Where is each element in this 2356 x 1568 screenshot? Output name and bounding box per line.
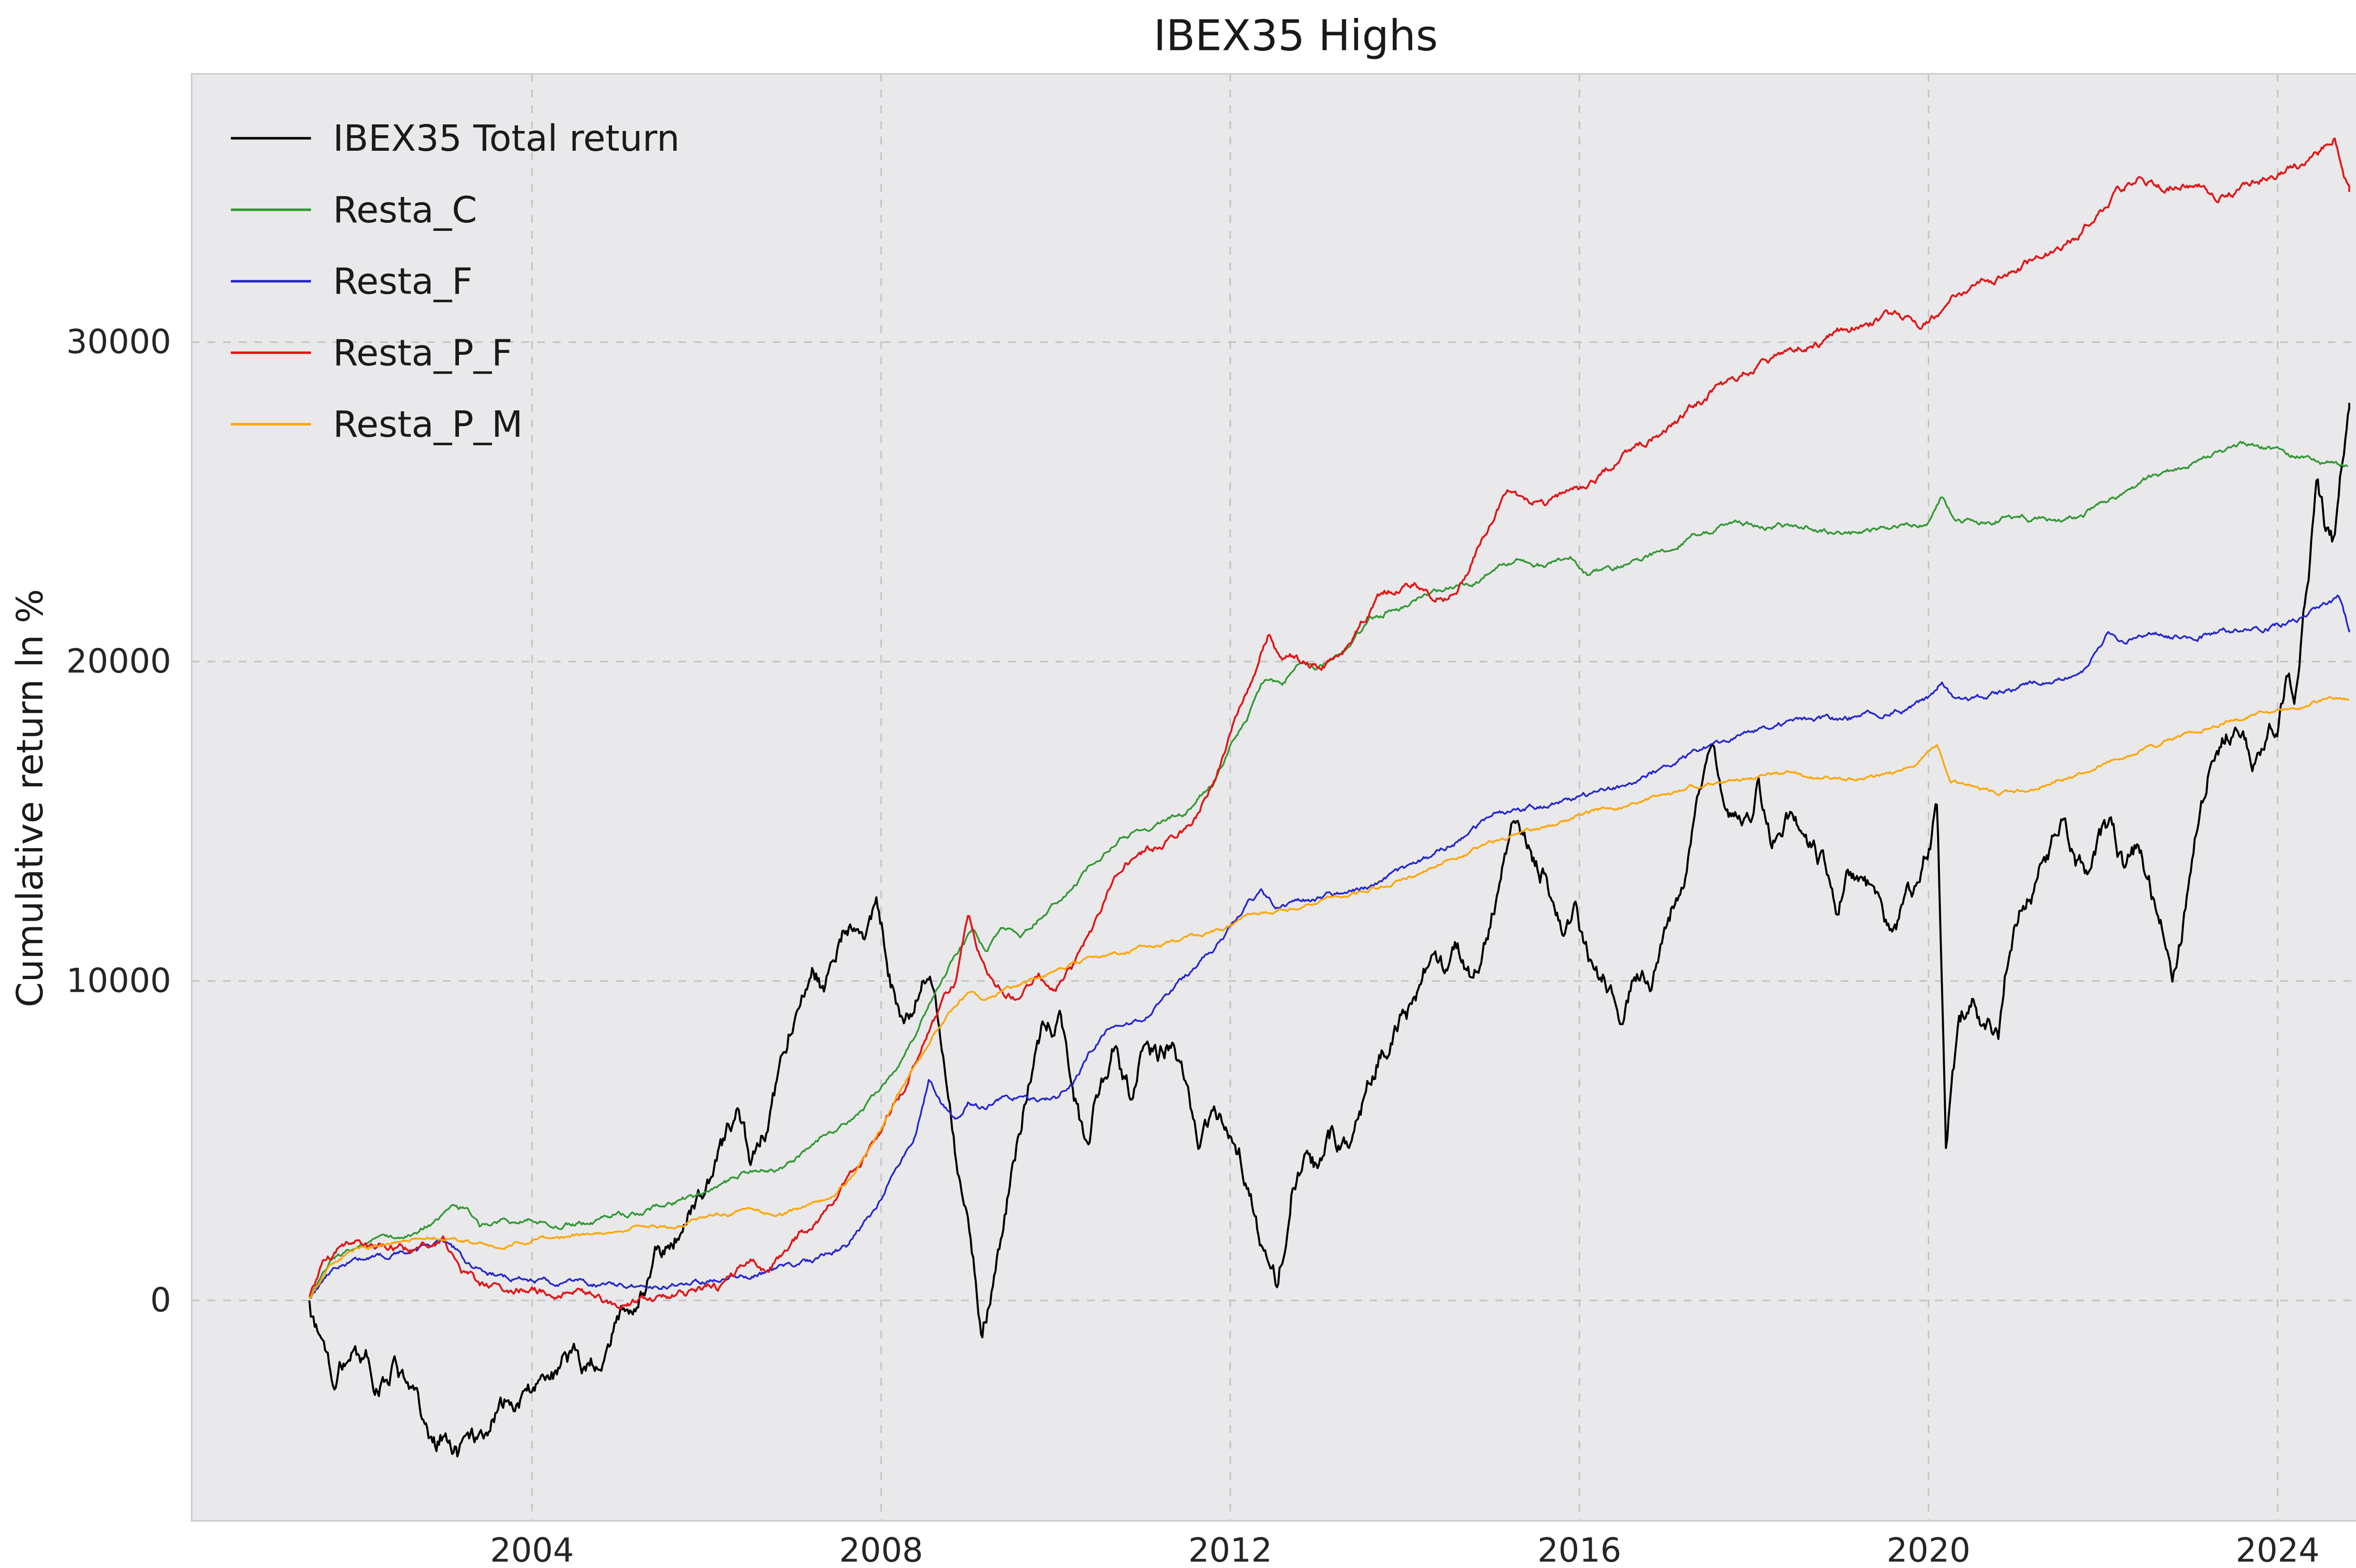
legend: IBEX35 Total return Resta_C Resta_F Resta_P… [230, 118, 680, 446]
legend-label-resta-c: Resta_C [333, 189, 477, 231]
x-tick-label-2024: 2024 [2236, 1531, 2320, 1568]
legend-item-resta-f: Resta_F [230, 261, 473, 303]
legend-item-resta-c: Resta_C [230, 189, 477, 231]
series-line-resta-f [309, 595, 2350, 1298]
legend-label-resta-p-m: Resta_P_M [333, 404, 523, 446]
plot-area [191, 74, 2356, 1521]
legend-label-ibex35-total-return: IBEX35 Total return [333, 118, 680, 160]
plot-frame [190, 73, 2356, 1522]
legend-item-ibex35-total-return: IBEX35 Total return [230, 118, 680, 160]
series-line-resta-c [309, 441, 2348, 1299]
legend-item-resta-p-m: Resta_P_M [230, 404, 523, 446]
x-tick-label-2012: 2012 [1188, 1531, 1272, 1568]
series-line-resta-p-m [309, 695, 2350, 1298]
legend-label-resta-p-f: Resta_P_F [333, 332, 513, 374]
y-tick-label-30000: 30000 [66, 323, 172, 361]
y-axis-label: Cumulative return ln % [9, 589, 51, 1007]
x-tick-label-2016: 2016 [1538, 1531, 1621, 1568]
x-tick-labels: 2004 2008 2012 2016 2020 2024 [490, 1531, 2320, 1568]
y-tick-label-20000: 20000 [66, 642, 172, 681]
series-lines [308, 137, 2350, 1458]
x-tick-label-2004: 2004 [490, 1531, 574, 1568]
series-line-resta-p-f [308, 137, 2350, 1310]
legend-item-resta-p-f: Resta_P_F [230, 332, 513, 374]
chart-title: IBEX35 Highs [1153, 11, 1438, 61]
x-tick-label-2020: 2020 [1887, 1531, 1971, 1568]
x-tick-label-2008: 2008 [839, 1531, 923, 1568]
y-tick-labels: 0 10000 20000 30000 [66, 323, 172, 1320]
legend-label-resta-f: Resta_F [333, 261, 473, 303]
series-line-ibex35-total-return [308, 403, 2350, 1458]
y-tick-label-10000: 10000 [66, 962, 172, 1000]
grid-lines [191, 74, 2356, 1521]
y-tick-label-0: 0 [150, 1281, 172, 1319]
